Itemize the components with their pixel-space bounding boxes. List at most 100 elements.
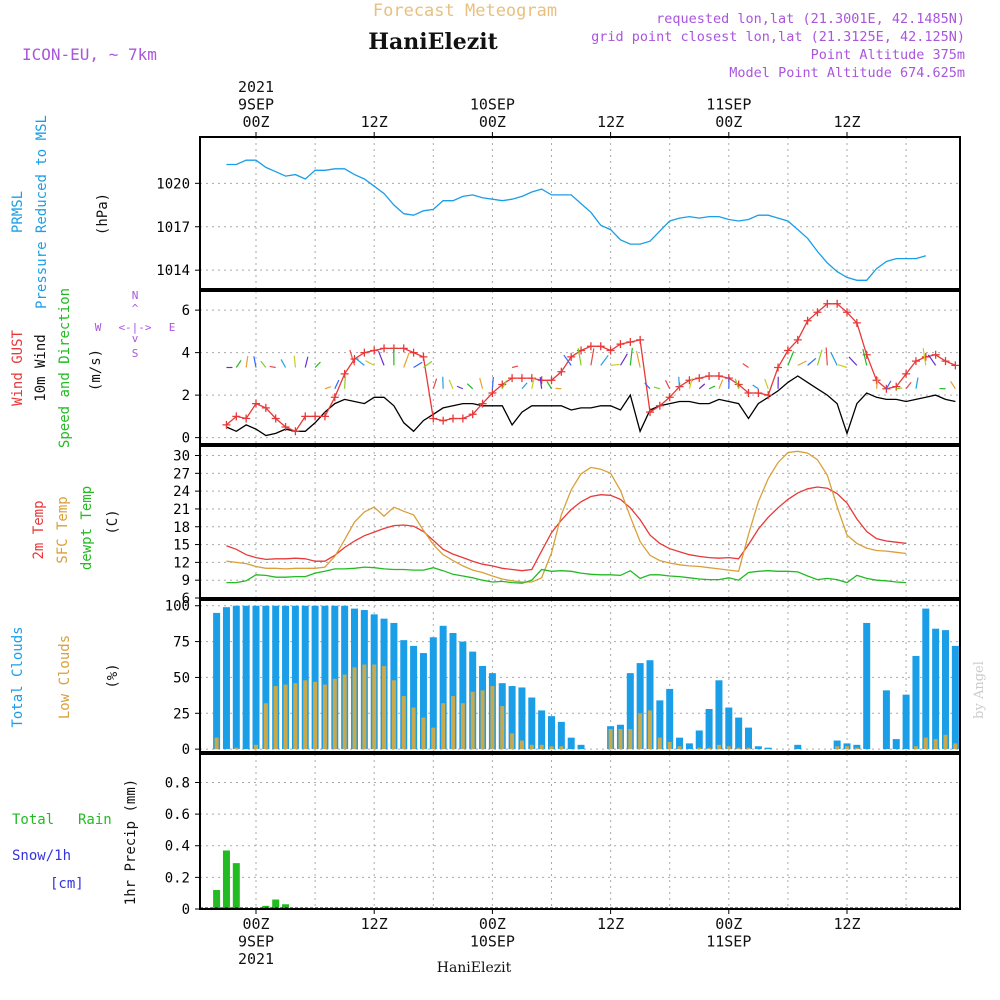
total-cloud-bar <box>242 605 250 750</box>
low-cloud-bar <box>451 696 455 750</box>
low-cloud-bar <box>983 748 987 749</box>
compass-arrow-v2: v <box>132 332 139 345</box>
gust-marker <box>320 412 329 421</box>
temp-tick-label: 12 <box>173 555 190 571</box>
total-cloud-bar <box>676 737 684 750</box>
clouds-tick-label: 0 <box>182 742 190 758</box>
compass-e: E <box>169 321 176 334</box>
wind-direction-arrow <box>734 378 740 389</box>
low-cloud-bar <box>313 681 318 750</box>
gust-marker <box>419 352 428 361</box>
bottom-axis-label: 12Z <box>833 915 860 933</box>
gust-marker <box>271 414 280 423</box>
wind-direction-arrow <box>708 385 716 390</box>
gust-marker <box>636 335 645 344</box>
top-axis-label: 00Z <box>479 113 506 131</box>
low-cloud-bar <box>667 741 672 750</box>
low-cloud-bar <box>480 690 485 750</box>
bottom-axis-label: 00Z <box>715 915 742 933</box>
low-cloud-bar <box>539 744 544 750</box>
gust-marker <box>764 391 773 400</box>
gust-marker <box>439 416 448 425</box>
low-cloud-bar <box>293 683 298 750</box>
total-cloud-bar <box>942 630 949 750</box>
gust-marker <box>567 352 576 361</box>
total-cloud-bar <box>429 637 437 750</box>
total-cloud-bar <box>232 605 240 750</box>
rain-bar <box>222 850 230 909</box>
gust-marker <box>488 389 497 397</box>
wind-direction-arrow <box>848 356 858 366</box>
pressure-unit: (hPa) <box>95 193 111 235</box>
low-cloud-bar <box>411 707 416 750</box>
gust-marker <box>517 374 526 383</box>
wind-speed-line <box>226 375 956 437</box>
temp-label-sfc: SFC Temp <box>55 496 71 563</box>
wind-direction-arrow <box>764 378 769 389</box>
gust-marker <box>537 376 546 385</box>
total-cloud-bar <box>262 605 270 750</box>
top-axis-label: 00Z <box>242 113 269 131</box>
top-axis-label: 12Z <box>833 113 860 131</box>
gust-marker <box>330 393 339 402</box>
wind-direction-arrow <box>293 355 296 368</box>
gust-marker <box>409 348 418 357</box>
wind-direction-arrow <box>718 379 724 389</box>
compass-rose: N S W E <-|-> ^ v <box>95 289 176 360</box>
wind-direction-arrow <box>698 383 706 390</box>
total-cloud-bar <box>252 605 260 750</box>
wind-label-gust: Wind GUST <box>10 330 26 406</box>
gust-marker <box>665 393 674 402</box>
temp-label-dewpt: dewpt Temp <box>79 486 95 570</box>
gust-marker <box>783 346 792 355</box>
low-cloud-bar <box>973 745 977 749</box>
point-altitude: Point Altitude 375m <box>811 47 965 63</box>
compass-w: W <box>95 321 102 334</box>
clouds-border <box>199 599 961 753</box>
low-cloud-bar <box>234 747 239 750</box>
total-cloud-bar <box>331 605 339 750</box>
low-cloud-bar <box>677 746 682 750</box>
wind-direction-arrow <box>915 377 919 389</box>
temp-sfc-line <box>226 450 907 583</box>
low-cloud-bar <box>500 706 505 750</box>
gust-marker <box>252 399 260 408</box>
wind-direction-arrow <box>324 386 332 390</box>
pressure-panel: 1014 1017 1020 <box>156 136 961 290</box>
gust-marker <box>301 412 310 421</box>
low-cloud-bar <box>638 713 643 750</box>
total-cloud-bar <box>745 727 752 750</box>
gust-marker <box>468 410 477 419</box>
wind-direction-arrow <box>235 359 242 368</box>
wind-direction-arrow <box>816 349 823 366</box>
total-cloud-bar <box>636 663 644 750</box>
wind-direction-arrow <box>600 354 609 366</box>
wind-direction-arrow <box>314 361 321 368</box>
gust-marker <box>833 299 842 308</box>
gust-marker <box>586 342 595 351</box>
wind-direction-arrow <box>577 348 582 366</box>
wind-direction-arrow <box>905 381 912 390</box>
wind-label-10m: 10m Wind <box>33 334 49 401</box>
rain-bar <box>232 863 240 909</box>
wind-panel-labels: Wind GUST 10m Wind Speed and Direction (… <box>10 288 175 448</box>
gust-marker <box>655 401 664 410</box>
bottom-axis-label: 10SEP <box>470 933 515 951</box>
rain-bar <box>272 899 280 909</box>
low-cloud-bar <box>421 717 426 750</box>
total-cloud-bar <box>833 740 841 750</box>
wind-direction-arrow <box>456 385 464 390</box>
low-cloud-bar <box>697 747 702 750</box>
wind-direction-arrow <box>334 379 340 390</box>
gust-marker <box>596 342 605 351</box>
wind-direction-arrow <box>501 380 508 390</box>
total-cloud-bar <box>794 744 802 750</box>
temp-tick-label: 24 <box>173 484 190 500</box>
wind-direction-arrow <box>875 376 879 389</box>
low-cloud-bar <box>214 737 219 750</box>
total-cloud-bar <box>735 717 743 750</box>
low-cloud-bar <box>628 729 633 750</box>
gust-marker <box>793 335 802 344</box>
gust-marker <box>232 412 241 421</box>
gust-marker <box>744 389 753 397</box>
